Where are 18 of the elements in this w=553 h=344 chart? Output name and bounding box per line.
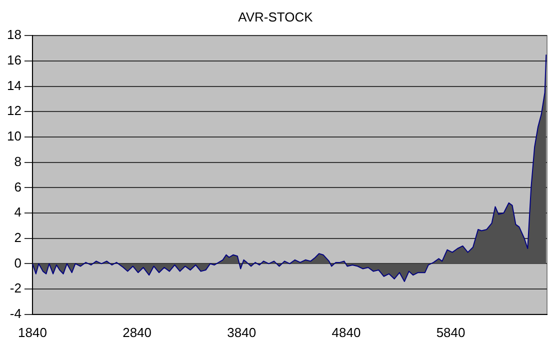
x-tick-label: 3840 [227,324,256,340]
y-tick-label: 12 [6,103,22,118]
y-tick-label: 18 [6,27,22,42]
y-tick-label: -4 [10,306,22,321]
y-tick-label: 4 [14,204,22,220]
y-tick-label: 14 [6,78,22,93]
y-tick-label: 6 [14,179,22,194]
y-tick-label: 10 [6,128,22,144]
y-tick-label: -2 [10,280,22,296]
y-tick-label: 16 [6,52,22,68]
x-tick-label: 1840 [18,324,47,340]
y-tick-label: 8 [14,154,22,169]
chart-title: AVR-STOCK [238,9,314,24]
y-tick-label: 0 [14,255,22,270]
y-tick-label: 2 [14,230,22,245]
x-tick-label: 2840 [122,324,152,340]
x-tick-label: 4840 [332,324,361,340]
x-tick-label: 5840 [436,324,466,340]
